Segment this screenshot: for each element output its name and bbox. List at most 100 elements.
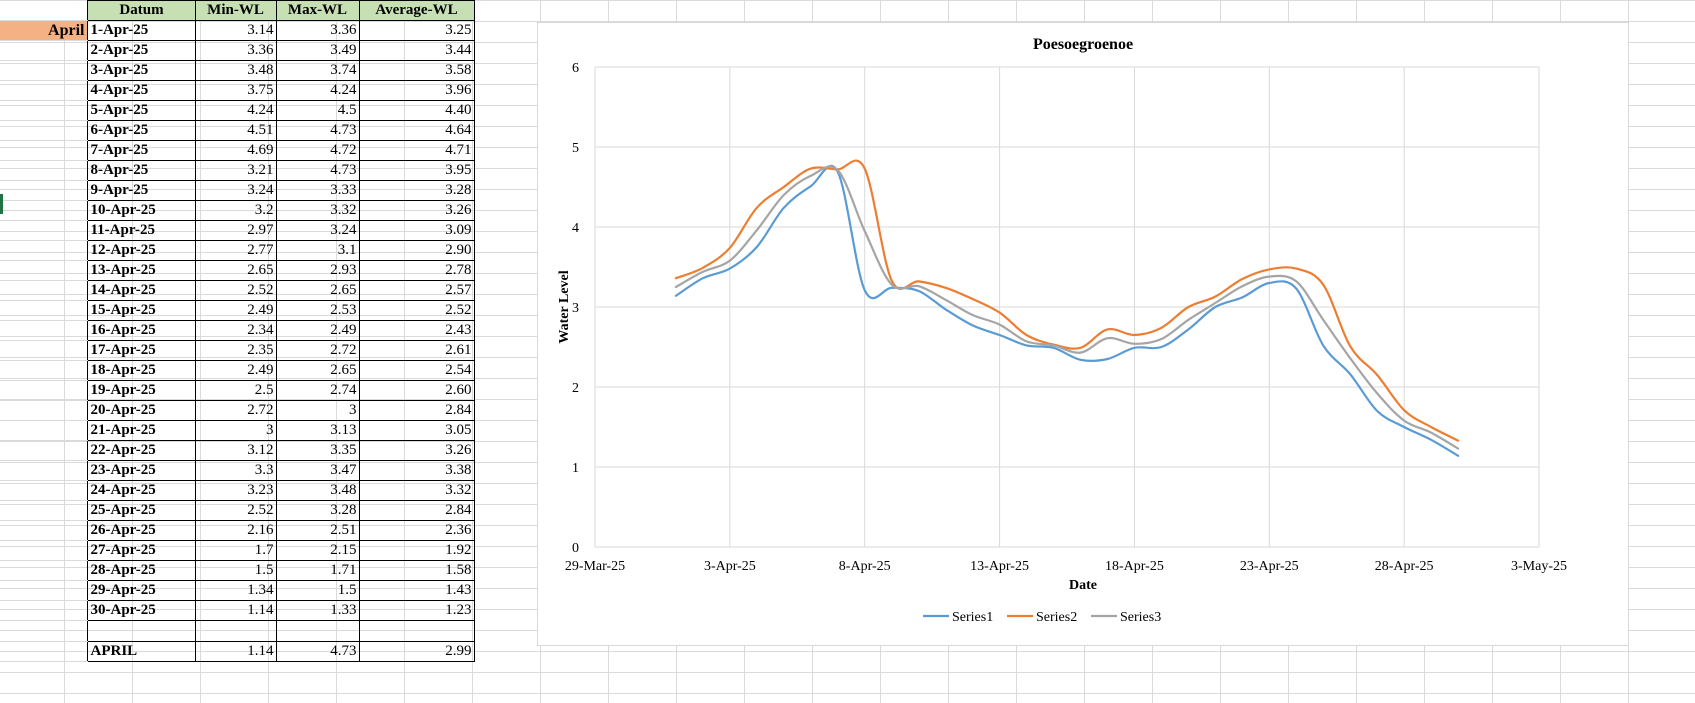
max-wl-cell[interactable]: 3.13 bbox=[275, 420, 360, 441]
max-wl-cell[interactable]: 2.49 bbox=[275, 320, 360, 341]
min-wl-cell[interactable]: 3.24 bbox=[194, 180, 277, 201]
average-wl-cell[interactable]: 2.84 bbox=[358, 500, 475, 521]
min-wl-cell[interactable]: 3.75 bbox=[194, 80, 277, 101]
date-cell[interactable]: 9-Apr-25 bbox=[86, 180, 196, 201]
average-wl-cell[interactable]: 3.05 bbox=[358, 420, 475, 441]
chart-area[interactable]: 0 1 2 3 4 5 6 29-Mar-25 3-Apr-25 8-Apr-25 13-Apr-… bbox=[537, 22, 1629, 646]
row-label-cell[interactable] bbox=[0, 380, 88, 401]
date-cell[interactable]: 22-Apr-25 bbox=[86, 440, 196, 461]
min-wl-cell[interactable]: 3.48 bbox=[194, 60, 277, 81]
row-label-cell[interactable] bbox=[0, 100, 88, 121]
row-label-cell[interactable] bbox=[0, 600, 88, 621]
max-wl-cell[interactable]: 3.1 bbox=[275, 240, 360, 261]
date-cell[interactable]: 6-Apr-25 bbox=[86, 120, 196, 141]
average-wl-cell[interactable]: 3.96 bbox=[358, 80, 475, 101]
min-wl-cell[interactable]: 2.34 bbox=[194, 320, 277, 341]
average-wl-cell[interactable]: 2.90 bbox=[358, 240, 475, 261]
row-label-cell[interactable] bbox=[0, 440, 88, 461]
min-wl-cell[interactable]: 2.49 bbox=[194, 300, 277, 321]
average-wl-cell[interactable]: 1.92 bbox=[358, 540, 475, 561]
max-wl-cell[interactable]: 4.5 bbox=[275, 100, 360, 121]
max-wl-cell[interactable]: 3 bbox=[275, 400, 360, 421]
average-wl-cell[interactable]: 1.58 bbox=[358, 560, 475, 581]
max-wl-cell[interactable]: 4.73 bbox=[275, 160, 360, 181]
average-wl-cell[interactable]: 3.38 bbox=[358, 460, 475, 481]
row-label-cell[interactable] bbox=[0, 560, 88, 581]
max-wl-cell[interactable]: 3.24 bbox=[275, 220, 360, 241]
min-wl-cell[interactable]: 2.52 bbox=[194, 280, 277, 301]
average-wl-cell[interactable]: 2.60 bbox=[358, 380, 475, 401]
legend-label-2[interactable]: Series2 bbox=[1036, 610, 1077, 625]
average-wl-cell[interactable]: 1.23 bbox=[358, 600, 475, 621]
date-cell[interactable]: 29-Apr-25 bbox=[86, 580, 196, 601]
min-wl-cell[interactable]: 3.23 bbox=[194, 480, 277, 501]
row-label-cell[interactable] bbox=[0, 120, 88, 141]
max-wl-cell[interactable]: 2.51 bbox=[275, 520, 360, 541]
max-wl-cell[interactable]: 3.74 bbox=[275, 60, 360, 81]
average-wl-cell[interactable]: 4.40 bbox=[358, 100, 475, 121]
average-wl-cell[interactable]: 3.09 bbox=[358, 220, 475, 241]
header-max-wl[interactable]: Max-WL bbox=[275, 0, 360, 21]
header-datum[interactable]: Datum bbox=[86, 0, 196, 21]
min-wl-cell[interactable]: 1.34 bbox=[194, 580, 277, 601]
max-wl-cell[interactable]: 3.48 bbox=[275, 480, 360, 501]
max-wl-cell[interactable]: 1.5 bbox=[275, 580, 360, 601]
row-label-cell[interactable] bbox=[0, 60, 88, 81]
max-wl-cell[interactable]: 3.36 bbox=[275, 20, 360, 41]
summary-max-cell[interactable]: 4.73 bbox=[275, 641, 360, 662]
row-label-cell[interactable] bbox=[0, 580, 88, 601]
average-wl-cell[interactable]: 2.84 bbox=[358, 400, 475, 421]
date-cell[interactable]: 15-Apr-25 bbox=[86, 300, 196, 321]
average-wl-cell[interactable]: 2.78 bbox=[358, 260, 475, 281]
date-cell[interactable]: 1-Apr-25 bbox=[86, 20, 196, 41]
max-wl-cell[interactable]: 4.24 bbox=[275, 80, 360, 101]
average-wl-cell[interactable]: 2.57 bbox=[358, 280, 475, 301]
row-label-cell[interactable] bbox=[0, 480, 88, 501]
header-min-wl[interactable]: Min-WL bbox=[194, 0, 277, 21]
date-cell[interactable]: 7-Apr-25 bbox=[86, 140, 196, 161]
average-wl-cell[interactable]: 3.25 bbox=[358, 20, 475, 41]
row-label-cell[interactable] bbox=[0, 180, 88, 201]
max-wl-cell[interactable]: 3.28 bbox=[275, 500, 360, 521]
average-wl-cell[interactable]: 3.58 bbox=[358, 60, 475, 81]
date-cell[interactable]: 2-Apr-25 bbox=[86, 40, 196, 61]
row-label-cell[interactable] bbox=[0, 400, 88, 421]
row-label-cell[interactable] bbox=[0, 220, 88, 241]
min-wl-cell[interactable]: 2.16 bbox=[194, 520, 277, 541]
max-wl-cell[interactable]: 2.93 bbox=[275, 260, 360, 281]
legend-label-3[interactable]: Series3 bbox=[1120, 610, 1161, 625]
average-wl-cell[interactable]: 4.64 bbox=[358, 120, 475, 141]
max-wl-cell[interactable]: 4.72 bbox=[275, 140, 360, 161]
min-wl-cell[interactable]: 4.24 bbox=[194, 100, 277, 121]
max-wl-cell[interactable]: 4.73 bbox=[275, 120, 360, 141]
header-average-wl[interactable]: Average-WL bbox=[358, 0, 475, 21]
min-wl-cell[interactable]: 2.49 bbox=[194, 360, 277, 381]
max-wl-cell[interactable]: 3.32 bbox=[275, 200, 360, 221]
max-wl-cell[interactable]: 3.49 bbox=[275, 40, 360, 61]
date-cell[interactable]: 10-Apr-25 bbox=[86, 200, 196, 221]
min-wl-cell[interactable]: 1.14 bbox=[194, 600, 277, 621]
summary-label-cell[interactable]: APRIL bbox=[86, 641, 196, 662]
blank-cell[interactable] bbox=[275, 620, 360, 642]
row-label-cell[interactable] bbox=[0, 160, 88, 181]
date-cell[interactable]: 20-Apr-25 bbox=[86, 400, 196, 421]
min-wl-cell[interactable]: 2.52 bbox=[194, 500, 277, 521]
row-label-cell[interactable] bbox=[0, 340, 88, 361]
max-wl-cell[interactable]: 2.65 bbox=[275, 280, 360, 301]
date-cell[interactable]: 19-Apr-25 bbox=[86, 380, 196, 401]
average-wl-cell[interactable]: 2.52 bbox=[358, 300, 475, 321]
summary-blank-cell[interactable] bbox=[0, 641, 88, 662]
month-label-cell[interactable]: April bbox=[0, 20, 88, 41]
blank-cell[interactable] bbox=[0, 620, 88, 642]
date-cell[interactable]: 24-Apr-25 bbox=[86, 480, 196, 501]
date-cell[interactable]: 21-Apr-25 bbox=[86, 420, 196, 441]
date-cell[interactable]: 3-Apr-25 bbox=[86, 60, 196, 81]
min-wl-cell[interactable]: 2.72 bbox=[194, 400, 277, 421]
average-wl-cell[interactable]: 3.26 bbox=[358, 200, 475, 221]
row-label-cell[interactable] bbox=[0, 80, 88, 101]
row-label-cell[interactable] bbox=[0, 500, 88, 521]
min-wl-cell[interactable]: 2.77 bbox=[194, 240, 277, 261]
date-cell[interactable]: 18-Apr-25 bbox=[86, 360, 196, 381]
blank-cell[interactable] bbox=[358, 620, 475, 642]
date-cell[interactable]: 8-Apr-25 bbox=[86, 160, 196, 181]
